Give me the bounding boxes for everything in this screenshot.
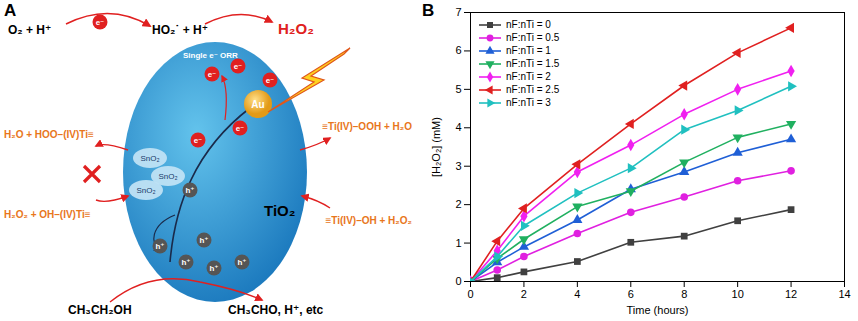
html-text:nF:nTi = 2: nF:nTi = 2 (506, 71, 551, 82)
svg-text:H₂O + HOO–(IV)Ti≡: H₂O + HOO–(IV)Ti≡ (4, 129, 94, 140)
svg-text:3: 3 (455, 160, 461, 172)
html-text:nF:nTi = 1: nF:nTi = 1 (506, 45, 551, 56)
svg-text:e⁻: e⁻ (266, 76, 275, 85)
svg-text:e⁻: e⁻ (234, 62, 243, 71)
svg-text:O₂ + H⁺: O₂ + H⁺ (8, 23, 51, 37)
svg-text:SnO₂: SnO₂ (136, 186, 155, 195)
svg-text:h⁺: h⁺ (199, 236, 208, 245)
svg-text:1: 1 (455, 237, 461, 249)
html-text:B: B (422, 1, 435, 20)
html-text:nF:nTi = 3: nF:nTi = 3 (506, 97, 551, 108)
svg-text:e⁻: e⁻ (96, 18, 105, 27)
svg-text:Single e⁻ ORR: Single e⁻ ORR (183, 51, 238, 60)
svg-text:0: 0 (467, 288, 473, 300)
html-text:nF:nTi = 1.5: nF:nTi = 1.5 (506, 58, 560, 69)
svg-text:e⁻: e⁻ (194, 136, 203, 145)
svg-text:h⁺: h⁺ (155, 242, 164, 251)
svg-text:5: 5 (455, 83, 461, 95)
svg-text:A: A (4, 1, 16, 20)
svg-text:H₂O₂ + OH–(IV)Ti≡: H₂O₂ + OH–(IV)Ti≡ (4, 209, 91, 220)
html-text:nF:nTi = 0.5: nF:nTi = 0.5 (506, 32, 560, 43)
svg-text:H₂O₂: H₂O₂ (278, 20, 314, 37)
svg-text:CH₃CH₂OH: CH₃CH₂OH (68, 303, 132, 317)
svg-text:7: 7 (455, 6, 461, 18)
svg-text:6: 6 (455, 44, 461, 56)
svg-text:[H₂O₂] (mM): [H₂O₂] (mM) (430, 117, 442, 177)
svg-text:2: 2 (521, 288, 527, 300)
svg-text:e⁻: e⁻ (236, 124, 245, 133)
svg-text:Au: Au (251, 99, 264, 110)
svg-text:≡Ti(IV)–OOH + H₂O: ≡Ti(IV)–OOH + H₂O (322, 121, 412, 132)
svg-text:10: 10 (732, 288, 744, 300)
svg-text:6: 6 (628, 288, 634, 300)
svg-text:4: 4 (574, 288, 580, 300)
svg-text:h⁺: h⁺ (185, 186, 194, 195)
html-text:nF:nTi = 0: nF:nTi = 0 (506, 19, 551, 30)
svg-text:h⁺: h⁺ (181, 258, 190, 267)
svg-text:Time (hours): Time (hours) (627, 304, 689, 316)
svg-text:CH₃CHO, H⁺, etc: CH₃CHO, H⁺, etc (228, 303, 324, 317)
svg-text:SnO₂: SnO₂ (158, 172, 177, 181)
svg-text:0: 0 (455, 275, 461, 287)
svg-text:8: 8 (681, 288, 687, 300)
svg-text:TiO₂: TiO₂ (264, 202, 295, 219)
svg-text:HO₂˙ + H⁺: HO₂˙ + H⁺ (152, 23, 208, 37)
svg-text:4: 4 (455, 121, 461, 133)
html-text:nF:nTi = 2.5: nF:nTi = 2.5 (506, 84, 560, 95)
svg-text:h⁺: h⁺ (209, 264, 218, 273)
svg-text:e⁻: e⁻ (208, 70, 217, 79)
svg-text:2: 2 (455, 198, 461, 210)
svg-text:≡Ti(IV)–OH + H₂O₂: ≡Ti(IV)–OH + H₂O₂ (326, 215, 413, 226)
svg-text:14: 14 (838, 288, 850, 300)
svg-text:SnO₂: SnO₂ (140, 154, 159, 163)
svg-text:12: 12 (785, 288, 797, 300)
svg-text:h⁺: h⁺ (237, 258, 246, 267)
